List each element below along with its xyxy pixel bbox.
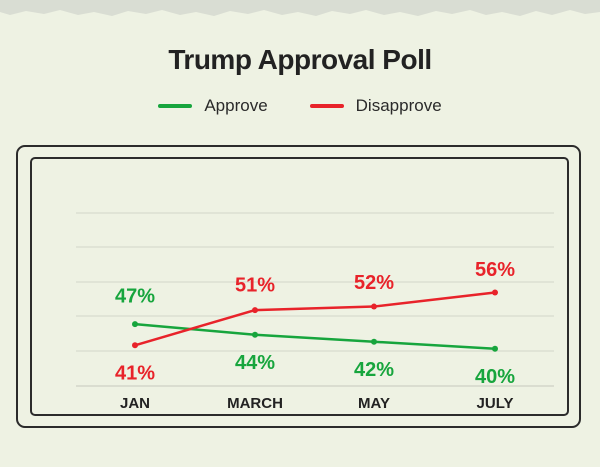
series-lines — [133, 291, 497, 351]
grid-lines — [76, 212, 554, 387]
x-tick-jan: JAN — [120, 395, 150, 412]
approve-point-jan — [132, 321, 138, 328]
disapprove-label-may: 52% — [354, 272, 394, 294]
chart-frame-outer — [16, 145, 581, 428]
x-tick-march: MARCH — [227, 395, 283, 412]
chart-title: Trump Approval Poll — [168, 44, 432, 75]
approve-point-may — [371, 338, 377, 345]
data-labels: 47% 44% 42% 40% 41% 51% 52% 56% — [115, 259, 515, 388]
disapprove-point-may — [371, 303, 377, 310]
approve-point-july — [492, 345, 498, 352]
approve-label-march: 44% — [235, 352, 275, 374]
disapprove-label-july: 56% — [475, 259, 515, 281]
legend-label-disapprove: Disapprove — [355, 96, 442, 115]
approve-line — [133, 322, 497, 351]
legend-line-disapprove — [309, 104, 344, 108]
disapprove-label-march: 51% — [235, 274, 275, 296]
torn-paper-edge — [0, 0, 600, 16]
disapprove-point-july — [492, 289, 498, 296]
approve-label-may: 42% — [354, 359, 394, 381]
disapprove-label-jan: 41% — [115, 363, 155, 385]
legend-item-disapprove: Disapprove — [309, 96, 442, 116]
data-points — [132, 289, 498, 352]
disapprove-point-jan — [132, 342, 138, 349]
legend: Approve Disapprove — [0, 96, 600, 116]
x-tick-july: JULY — [477, 395, 514, 412]
legend-line-approve — [158, 104, 193, 108]
chart-frame-inner — [30, 157, 569, 416]
legend-label-approve: Approve — [204, 96, 268, 115]
disapprove-point-march — [252, 307, 258, 314]
disapprove-line — [133, 291, 497, 347]
approve-label-jan: 47% — [115, 285, 155, 307]
approve-label-july: 40% — [475, 366, 515, 388]
x-tick-labels: JAN MARCH MAY JULY — [120, 395, 513, 412]
approve-point-march — [252, 331, 258, 338]
legend-item-approve: Approve — [158, 96, 268, 116]
x-tick-may: MAY — [358, 395, 390, 412]
